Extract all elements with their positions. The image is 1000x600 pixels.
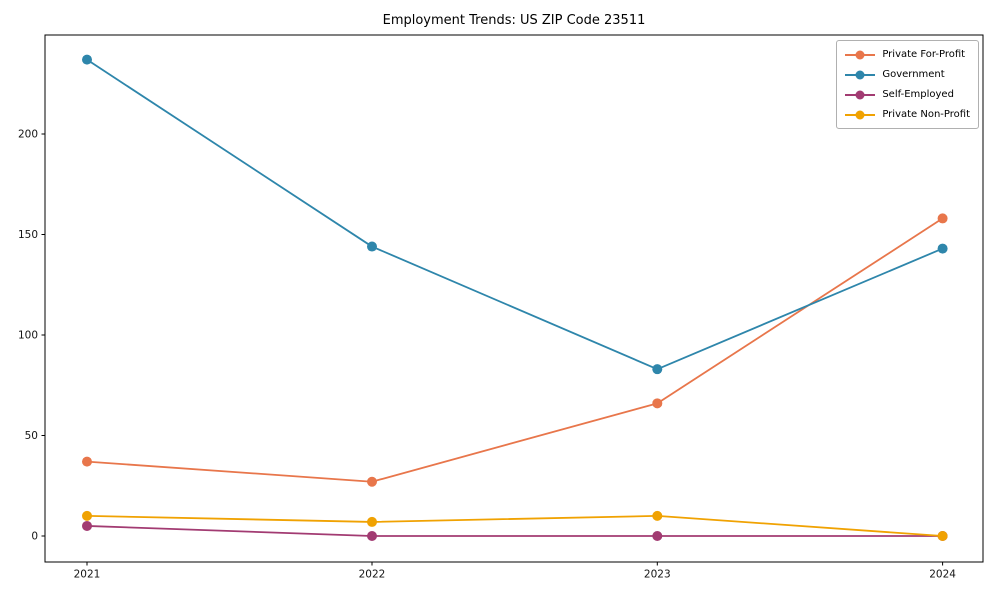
legend-marker-dot-icon [855, 90, 865, 99]
series-line-self-employed [86, 525, 944, 537]
series-point-self-employed [82, 520, 92, 531]
plot-border [44, 34, 984, 563]
series-point-private-non-profit [937, 531, 948, 541]
y-axis-tick-label: 100 [18, 330, 38, 342]
legend-label: Private Non-Profit [882, 109, 970, 120]
series-point-government [82, 54, 92, 65]
series-point-self-employed [652, 531, 663, 541]
series-point-private-non-profit [367, 516, 377, 527]
legend-marker-dot-icon [855, 110, 865, 119]
legend: Private For-Profit Government Self-Employe… [836, 40, 979, 129]
legend-label: Self-Employed [882, 89, 954, 100]
legend-item-private-for-profit: Private For-Profit [845, 47, 970, 62]
x-axis-tick-label: 2022 [359, 569, 386, 581]
legend-item-private-non-profit: Private Non-Profit [845, 107, 970, 122]
series-point-government [367, 241, 377, 252]
y-axis-tick-label: 150 [18, 229, 38, 241]
legend-label: Government [882, 69, 945, 80]
legend-line-marker-icon [845, 50, 876, 59]
series-point-private-for-profit [367, 476, 377, 487]
series-point-government [937, 243, 948, 254]
legend-item-government: Government [845, 67, 970, 82]
x-axis-tick-label: 2024 [929, 569, 956, 581]
series-point-private-non-profit [82, 510, 92, 521]
legend-label: Private For-Profit [882, 49, 966, 60]
legend-line-marker-icon [845, 90, 876, 99]
series-point-private-for-profit [82, 456, 92, 467]
series-line-private-for-profit [86, 217, 944, 483]
series-point-government [652, 364, 663, 375]
legend-marker-dot-icon [855, 50, 865, 59]
series-point-private-for-profit [652, 398, 663, 409]
series-point-private-non-profit [652, 510, 663, 521]
y-axis-tick-label: 0 [31, 531, 38, 543]
x-axis-tick-label: 2023 [644, 569, 671, 581]
series-point-private-for-profit [937, 213, 948, 224]
series-line-government [86, 58, 944, 371]
legend-marker-dot-icon [855, 70, 865, 79]
y-axis-tick-label: 50 [25, 430, 38, 442]
x-axis-tick-label: 2021 [74, 569, 101, 581]
series-point-self-employed [367, 531, 377, 541]
legend-line-marker-icon [845, 110, 876, 119]
legend-line-marker-icon [845, 70, 876, 79]
legend-item-self-employed: Self-Employed [845, 87, 970, 102]
series-line-private-non-profit [86, 515, 944, 537]
chart-title: Employment Trends: US ZIP Code 23511 [382, 13, 646, 28]
y-axis-tick-label: 200 [18, 129, 38, 141]
